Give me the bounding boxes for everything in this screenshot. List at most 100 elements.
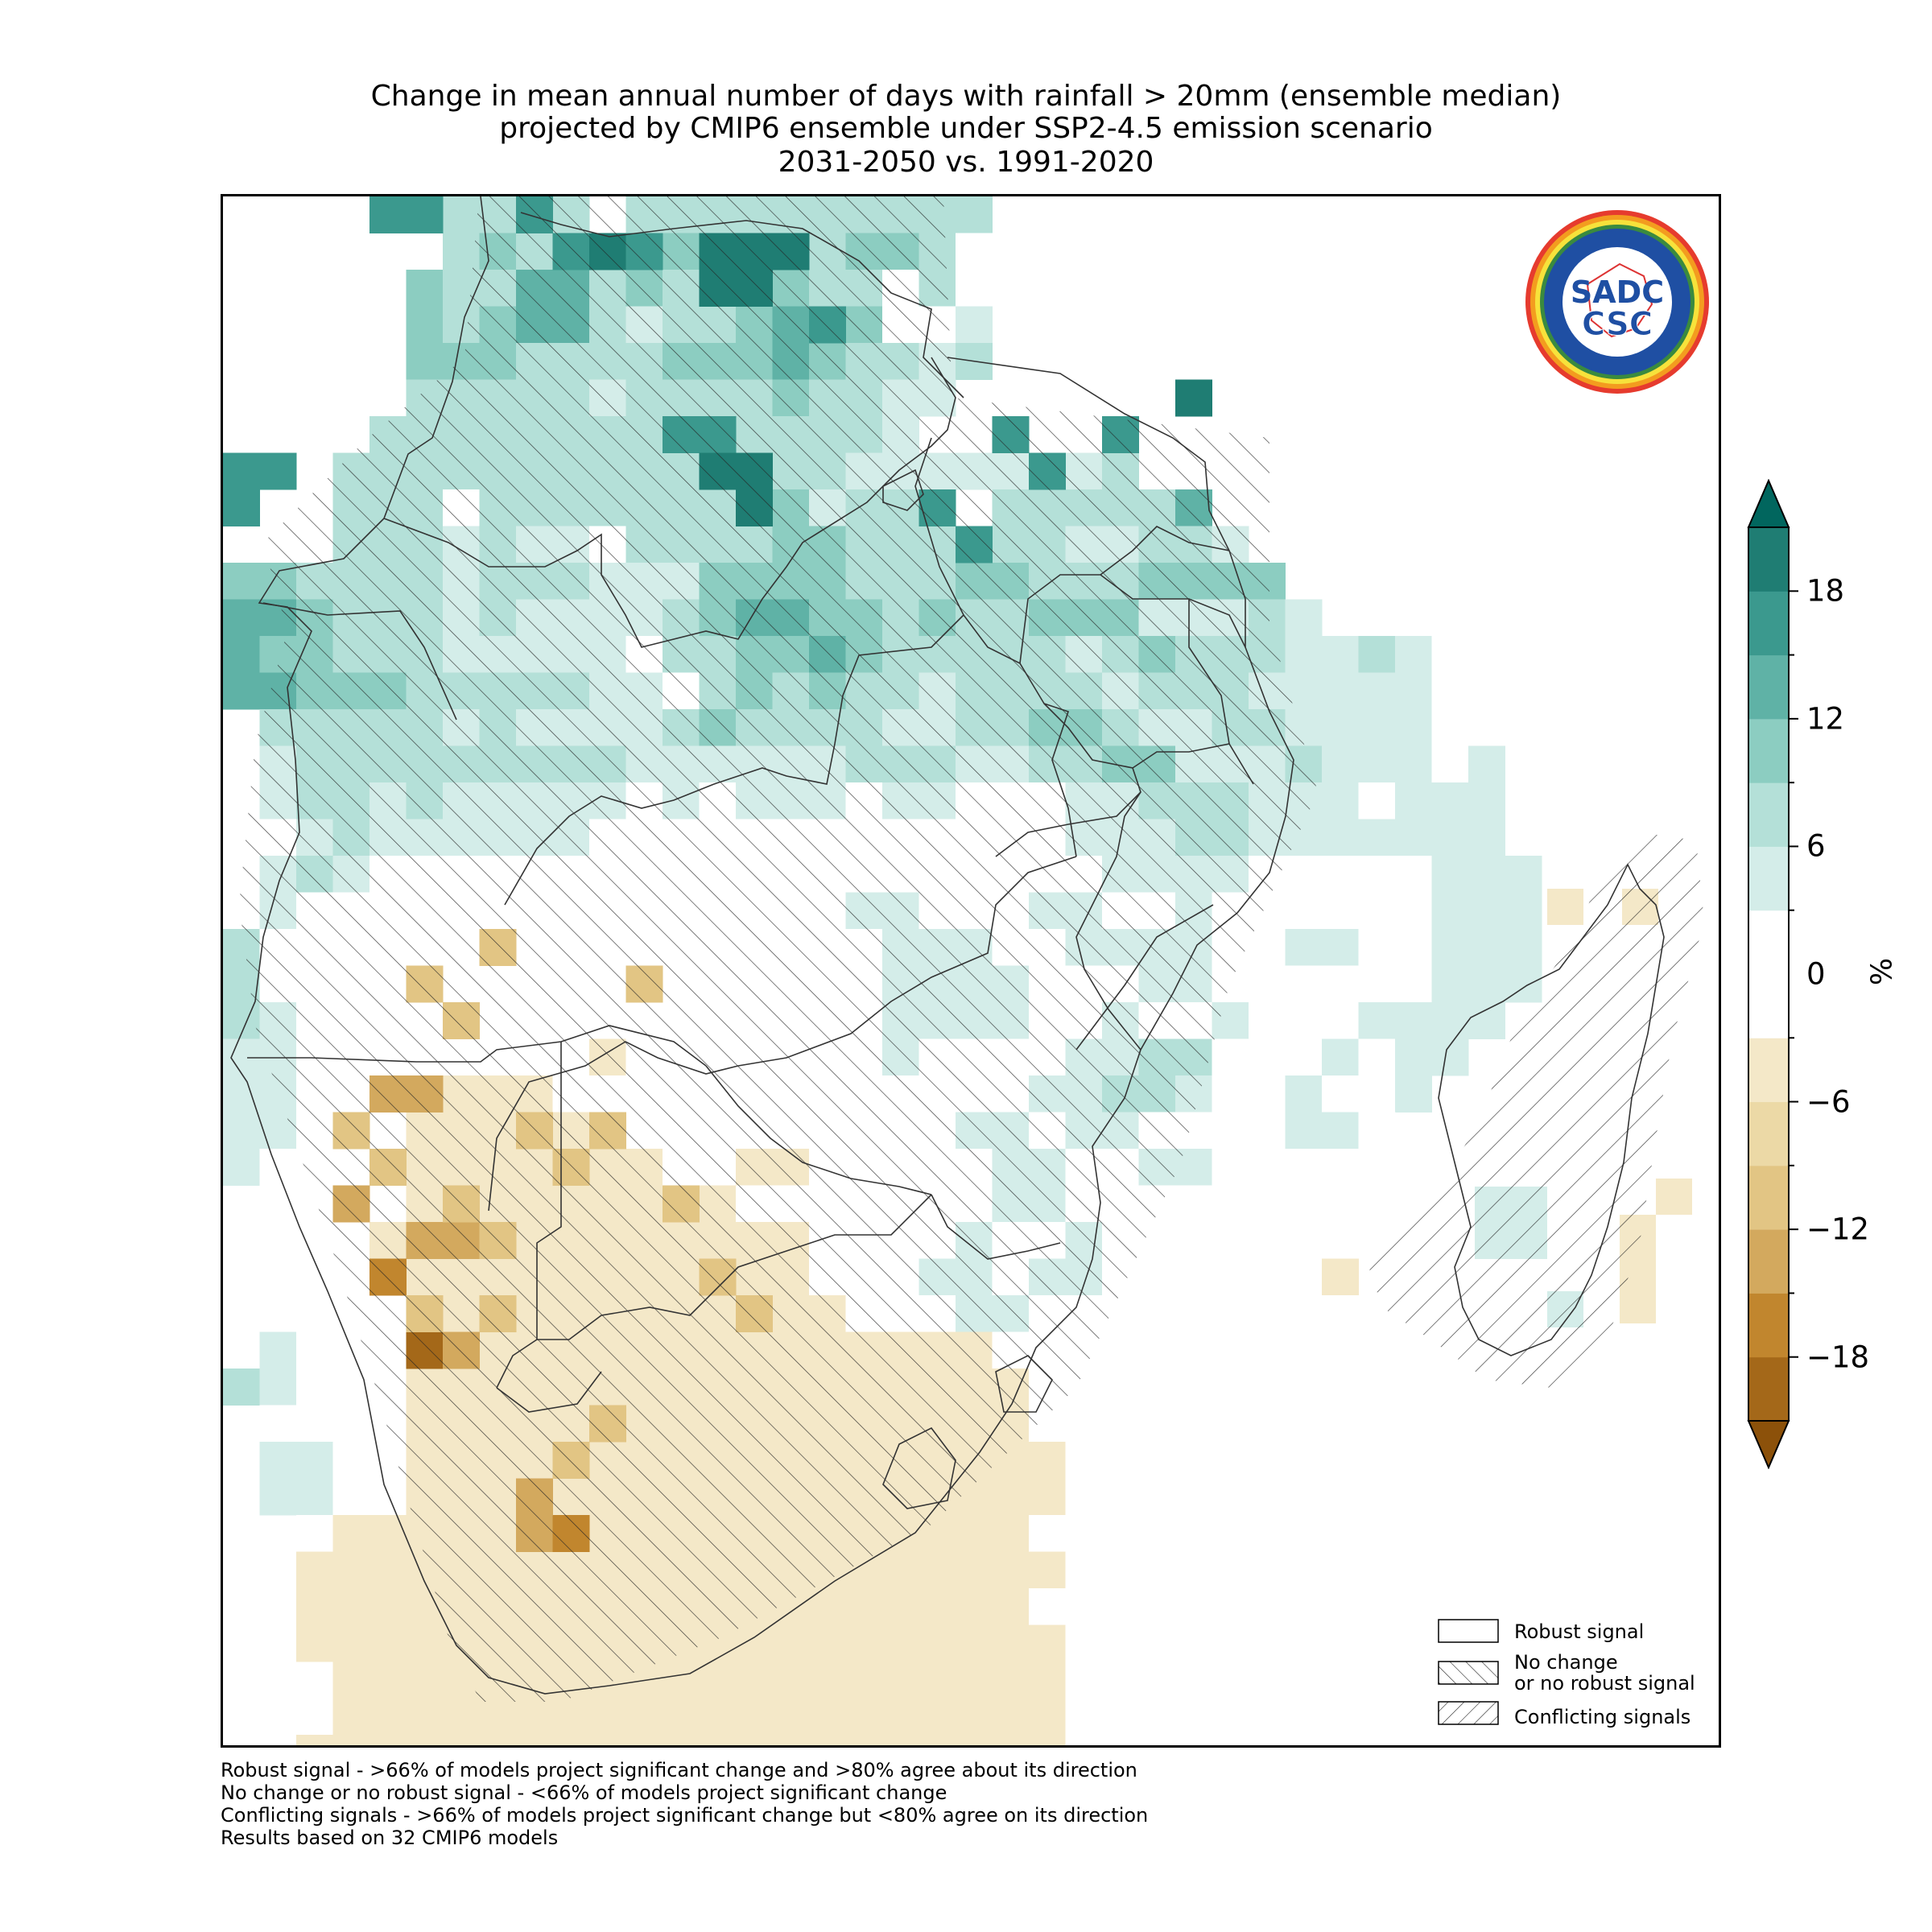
legend-robust-swatch xyxy=(1438,1619,1499,1643)
grid-cell xyxy=(296,1515,333,1552)
legend-no-change-label-1: No change xyxy=(1514,1651,1618,1674)
grid-cell xyxy=(1138,1442,1176,1479)
grid-cell xyxy=(1322,1112,1359,1150)
grid-cell xyxy=(1212,1112,1249,1150)
colorbar-segment xyxy=(1748,654,1789,720)
grid-cell xyxy=(772,1662,810,1699)
colorbar-segment xyxy=(1748,1165,1789,1230)
grid-cell xyxy=(552,1698,590,1736)
chart-title-line-3: 2031-2050 vs. 1991-2020 xyxy=(778,146,1154,179)
grid-cell xyxy=(406,270,444,307)
grid-cell xyxy=(1322,819,1359,857)
grid-cell xyxy=(699,1662,737,1699)
grid-cell xyxy=(956,1588,993,1625)
grid-cell xyxy=(1102,1551,1139,1589)
grid-cell xyxy=(1358,856,1396,893)
grid-cell xyxy=(1065,1405,1103,1443)
grid-cell xyxy=(1468,856,1505,893)
grid-cell xyxy=(332,1551,370,1589)
grid-cell xyxy=(1322,1149,1359,1186)
footnote-no-change: No change or no robust signal - <66% of … xyxy=(221,1781,947,1804)
grid-cell xyxy=(1138,1368,1176,1406)
grid-cell xyxy=(1322,636,1359,673)
grid-cell xyxy=(992,1698,1030,1736)
grid-cell xyxy=(1212,1368,1249,1406)
grid-cell xyxy=(956,306,993,344)
colorbar-segment xyxy=(1748,527,1789,592)
grid-cell xyxy=(223,1075,260,1113)
grid-cell xyxy=(1322,965,1359,1003)
border-line xyxy=(882,469,924,511)
footnote-robust: Robust signal - >66% of models project s… xyxy=(221,1759,1137,1781)
grid-cell xyxy=(1285,856,1323,893)
grid-cell xyxy=(1138,1405,1176,1443)
grid-cell xyxy=(882,1698,919,1736)
grid-cell xyxy=(956,233,993,270)
grid-cell xyxy=(919,1624,956,1662)
grid-cell xyxy=(1029,1515,1066,1552)
grid-cell xyxy=(259,1331,297,1369)
grid-cell xyxy=(1249,1112,1286,1150)
grid-cell xyxy=(625,1698,663,1736)
grid-cell xyxy=(1431,856,1469,893)
colorbar-segment xyxy=(1748,1356,1789,1422)
grid-cell xyxy=(1395,892,1432,930)
grid-cell xyxy=(259,1405,297,1443)
grid-cell xyxy=(223,636,260,673)
grid-cell xyxy=(1029,1588,1066,1625)
grid-cell xyxy=(919,1588,956,1625)
grid-cell xyxy=(1175,1368,1212,1406)
grid-cell xyxy=(1138,1258,1176,1296)
grid-cell xyxy=(1175,1442,1212,1479)
grid-cell xyxy=(1065,1735,1103,1745)
grid-cell xyxy=(589,1735,626,1745)
grid-cell xyxy=(1102,1624,1139,1662)
grid-cell xyxy=(663,1662,700,1699)
grid-cell xyxy=(1249,1185,1286,1223)
border-line xyxy=(995,1355,1053,1413)
grid-cell xyxy=(259,1478,297,1516)
grid-cell xyxy=(1358,892,1396,930)
grid-cell xyxy=(259,452,297,490)
grid-cell xyxy=(369,196,407,233)
grid-cell xyxy=(1358,672,1396,710)
grid-cell xyxy=(223,1368,260,1406)
colorbar-segment xyxy=(1748,591,1789,656)
border-line xyxy=(496,1371,602,1413)
grid-cell xyxy=(1285,1222,1323,1259)
grid-cell xyxy=(1395,929,1432,966)
grid-cell xyxy=(1249,1295,1286,1332)
colorbar-tick-label: −18 xyxy=(1806,1340,1870,1375)
grid-cell xyxy=(259,1149,297,1186)
grid-cell xyxy=(1029,1478,1066,1516)
border-line xyxy=(247,1025,707,1067)
grid-cell xyxy=(809,1698,846,1736)
grid-cell xyxy=(223,599,260,637)
legend-conflicting-label: Conflicting signals xyxy=(1514,1706,1691,1728)
colorbar-segment xyxy=(1748,1229,1789,1294)
grid-cell xyxy=(1322,1258,1359,1296)
grid-cell xyxy=(589,1698,626,1736)
grid-cell xyxy=(1212,1075,1249,1113)
grid-cell xyxy=(1322,709,1359,746)
grid-cell xyxy=(1431,709,1469,746)
grid-cell xyxy=(1395,856,1432,893)
grid-cell xyxy=(882,1588,919,1625)
grid-cell xyxy=(1395,1002,1432,1039)
colorbar-tick-label: 0 xyxy=(1806,956,1826,992)
grid-cell xyxy=(1505,929,1542,966)
grid-cell xyxy=(1322,1295,1359,1332)
logo-monogram: SADC xyxy=(1571,275,1664,310)
grid-cell xyxy=(332,1368,370,1406)
grid-cell xyxy=(663,1735,700,1745)
grid-cell xyxy=(296,1551,333,1589)
colorbar-segment xyxy=(1748,1293,1789,1358)
grid-cell xyxy=(369,1588,407,1625)
grid-cell xyxy=(296,1442,333,1479)
grid-cell xyxy=(332,1624,370,1662)
grid-cell xyxy=(1249,1222,1286,1259)
grid-cell xyxy=(1065,1515,1103,1552)
grid-cell xyxy=(332,1698,370,1736)
grid-cell xyxy=(1138,1295,1176,1332)
grid-cell xyxy=(406,343,444,380)
